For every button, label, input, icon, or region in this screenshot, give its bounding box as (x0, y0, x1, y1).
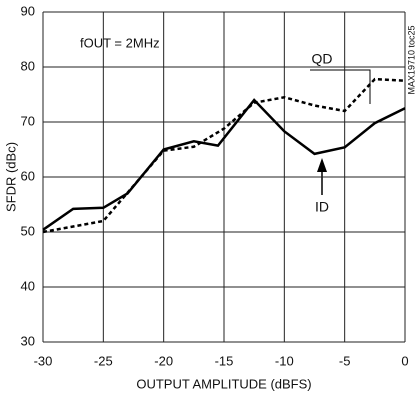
annotation: fOUT = 2MHz (80, 35, 160, 50)
y-axis-label: SFDR (dBc) (3, 142, 18, 212)
leader-line (310, 69, 371, 104)
y-tick-label: 70 (21, 113, 35, 128)
y-tick-label: 50 (21, 223, 35, 238)
x-tick-label: -5 (339, 353, 351, 368)
x-tick-label: -25 (94, 353, 113, 368)
x-axis-label: OUTPUT AMPLITUDE (dBFS) (136, 376, 311, 391)
x-tick-label: -15 (215, 353, 234, 368)
x-tick-label: -30 (34, 353, 53, 368)
y-tick-label: 30 (21, 333, 35, 348)
y-tick-label: 40 (21, 278, 35, 293)
series-label: QD (312, 51, 333, 67)
arrow-head (317, 158, 327, 172)
side-note: MAX19710 toc25 (406, 25, 416, 94)
series-line (42, 77, 406, 234)
y-tick-label: 80 (21, 58, 35, 73)
x-tick-label: -20 (154, 353, 173, 368)
series-line (42, 98, 406, 231)
x-tick-label: -10 (275, 353, 294, 368)
x-tick-label: 0 (401, 353, 408, 368)
y-tick-label: 60 (21, 168, 35, 183)
series-label: ID (315, 199, 329, 215)
y-tick-label: 90 (21, 3, 35, 18)
